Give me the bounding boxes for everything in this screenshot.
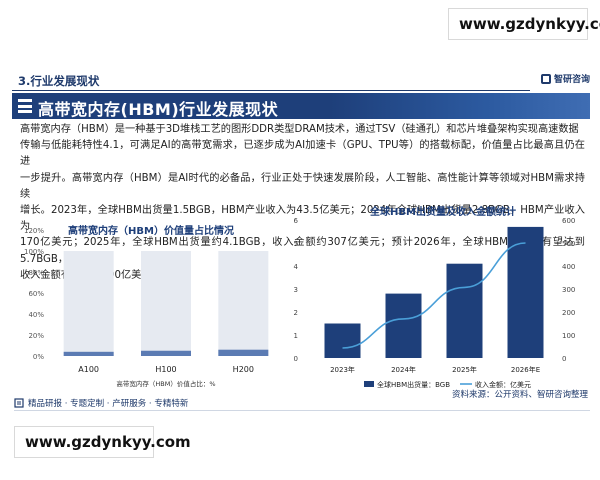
watermark-bottom: www.gzdynkyy.com — [14, 426, 191, 458]
body-line: 高带宽内存（HBM）是一种基于3D堆栈工艺的图形DDR类型DRAM技术，通过TS… — [20, 124, 579, 135]
y-right-tick-label: 600 — [562, 217, 575, 225]
value-share-chart: 0% 20% 40% 60% 80% 100% 120% A100 H100 H200 高带宽内存（… — [24, 227, 269, 388]
title-banner: 高带宽内存(HBM)行业发展现状 — [12, 93, 590, 119]
legend-line-label: 收入金额：亿美元 — [475, 380, 531, 389]
y-tick-label: 0% — [33, 353, 44, 361]
source-note: 资料来源：公开资料、智研咨询整理 — [451, 390, 588, 400]
background-bar — [141, 251, 191, 356]
shipment-bar — [324, 323, 361, 358]
section-header: 3.行业发展现状 智研咨询 — [12, 70, 590, 92]
body-line: 增长。2023年，全球HBM出货量1.5BGB，HBM产业收入为43.5亿美元；… — [20, 205, 585, 233]
x-tick-label: 2023年 — [330, 365, 355, 374]
x-tick-label: 2024年 — [391, 365, 416, 374]
background-bar — [63, 251, 114, 356]
x-tick-label: 2025年 — [452, 365, 477, 374]
y-left-tick-label: 2 — [294, 309, 298, 317]
banner-title: 高带宽内存(HBM)行业发展现状 — [38, 100, 279, 119]
value-bar — [63, 351, 114, 356]
footer: 精品研报 · 专题定制 · 产研服务 · 专精特新 — [14, 397, 590, 409]
footer-text: 精品研报 · 专题定制 · 产研服务 · 专精特新 — [28, 399, 189, 409]
y-tick-label: 60% — [28, 290, 44, 298]
shipment-bar — [385, 293, 422, 358]
shipment-bar — [446, 263, 483, 358]
document-icon — [14, 398, 24, 408]
x-tick-label: H100 — [155, 365, 176, 374]
chart1-legend: 高带宽内存（HBM）价值占比：% — [116, 379, 215, 388]
y-right-tick-label: 200 — [562, 309, 575, 317]
y-left-tick-label: 1 — [294, 332, 298, 340]
chart1-title: 高带宽内存（HBM）价值量占比情况 — [68, 226, 234, 237]
y-left-tick-label: 6 — [294, 217, 299, 225]
y-right-tick-label: 0 — [562, 355, 566, 363]
y-left-tick-label: 0 — [294, 355, 298, 363]
y-right-tick-label: 400 — [562, 263, 575, 271]
revenue-line — [342, 242, 526, 349]
menu-bars-icon — [18, 99, 32, 113]
y-right-tick-label: 100 — [562, 332, 575, 340]
x-tick-label: A100 — [78, 365, 99, 374]
legend-bar-label: 全球HBM出货量：BGB — [377, 380, 450, 389]
shipment-bar — [507, 226, 544, 358]
brand-name: 智研咨询 — [553, 75, 590, 85]
y-tick-label: 40% — [28, 311, 44, 319]
y-tick-label: 20% — [28, 332, 44, 340]
banner-decoration — [330, 93, 590, 119]
section-divider — [12, 90, 530, 91]
brand-logo-icon — [540, 73, 551, 84]
brand: 智研咨询 — [540, 72, 590, 85]
value-bar — [218, 349, 269, 356]
shipment-revenue-chart: 0 1 2 3 4 5 6 0 100 200 300 400 500 600 2023年 2024年 2025… — [294, 217, 576, 389]
body-line: 一步提升。高带宽内存（HBM）是AI时代的必备品，行业正处于快速发展阶段，人工智… — [20, 172, 585, 200]
y-right-tick-label: 500 — [562, 240, 575, 248]
y-left-tick-label: 4 — [294, 263, 299, 271]
x-tick-label: 2026年E — [511, 365, 540, 374]
footer-divider — [14, 410, 590, 411]
y-tick-label: 80% — [28, 269, 44, 277]
value-bar — [141, 350, 191, 356]
y-tick-label: 100% — [24, 248, 44, 256]
body-line: 170亿美元；2025年，全球HBM出货量约4.1BGB，收入金额约307亿美元… — [20, 237, 585, 265]
section-label: 3.行业发展现状 — [18, 74, 100, 88]
body-line: 传输与低能耗特性4.1，可满足AI的高带宽需求，已逐步成为AI加速卡（GPU、T… — [20, 140, 585, 168]
y-left-tick-label: 5 — [294, 240, 298, 248]
background-bar — [218, 251, 269, 356]
y-right-tick-label: 300 — [562, 286, 575, 294]
watermark-top: www.gzdynkyy.com — [448, 8, 600, 40]
y-left-tick-label: 3 — [294, 286, 298, 294]
chart2-title: 全球HBM出货量及收入金额统计 — [370, 207, 516, 218]
y-tick-label: 120% — [24, 227, 44, 235]
legend-bar-swatch — [364, 381, 374, 387]
x-tick-label: H200 — [233, 365, 254, 374]
